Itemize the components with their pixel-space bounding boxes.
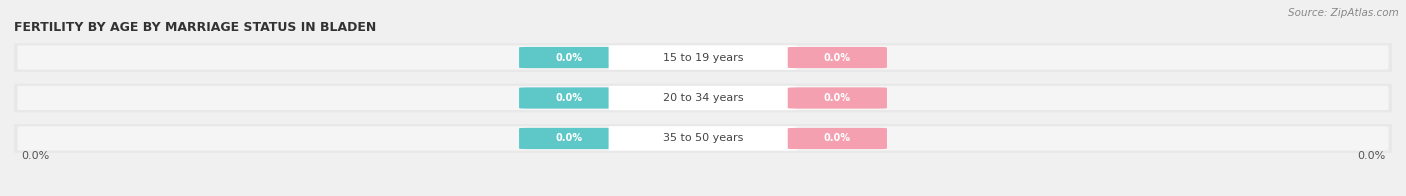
FancyBboxPatch shape: [609, 126, 797, 151]
Text: 0.0%: 0.0%: [555, 93, 582, 103]
Text: 0.0%: 0.0%: [824, 133, 851, 143]
FancyBboxPatch shape: [17, 86, 1389, 110]
Text: Source: ZipAtlas.com: Source: ZipAtlas.com: [1288, 8, 1399, 18]
FancyBboxPatch shape: [609, 45, 797, 70]
FancyBboxPatch shape: [609, 86, 797, 110]
Text: 20 to 34 years: 20 to 34 years: [662, 93, 744, 103]
FancyBboxPatch shape: [4, 84, 1402, 112]
Text: 0.0%: 0.0%: [555, 53, 582, 63]
Text: 0.0%: 0.0%: [21, 151, 49, 161]
Text: 0.0%: 0.0%: [824, 53, 851, 63]
FancyBboxPatch shape: [787, 47, 887, 68]
Text: 15 to 19 years: 15 to 19 years: [662, 53, 744, 63]
Text: 0.0%: 0.0%: [824, 93, 851, 103]
Text: 0.0%: 0.0%: [555, 133, 582, 143]
FancyBboxPatch shape: [787, 128, 887, 149]
Text: 35 to 50 years: 35 to 50 years: [662, 133, 744, 143]
FancyBboxPatch shape: [17, 126, 1389, 151]
FancyBboxPatch shape: [4, 43, 1402, 72]
FancyBboxPatch shape: [519, 87, 619, 109]
FancyBboxPatch shape: [787, 87, 887, 109]
FancyBboxPatch shape: [4, 124, 1402, 153]
FancyBboxPatch shape: [519, 128, 619, 149]
FancyBboxPatch shape: [519, 47, 619, 68]
Text: 0.0%: 0.0%: [1357, 151, 1385, 161]
FancyBboxPatch shape: [17, 45, 1389, 70]
Text: FERTILITY BY AGE BY MARRIAGE STATUS IN BLADEN: FERTILITY BY AGE BY MARRIAGE STATUS IN B…: [14, 21, 377, 34]
